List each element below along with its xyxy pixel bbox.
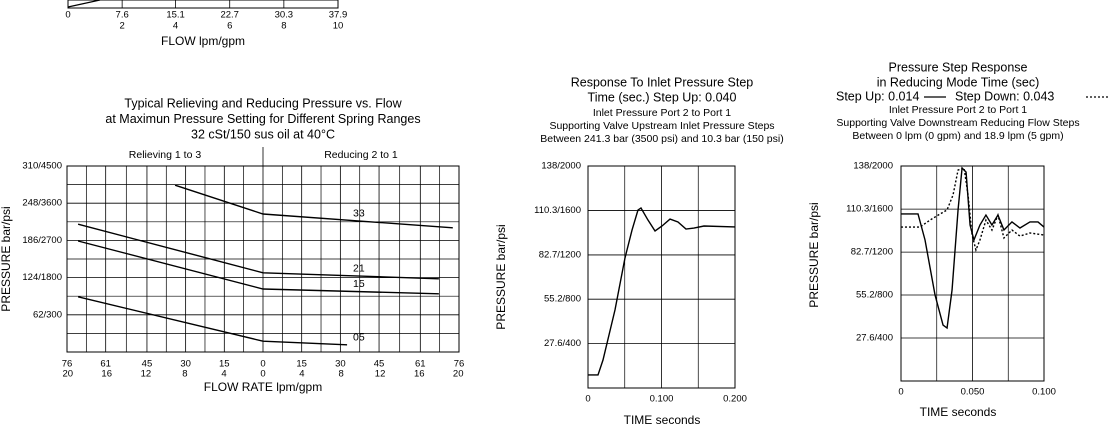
- x-tick-label: 0.200: [723, 394, 747, 405]
- chart-subtitle: Supporting Valve Upstream Inlet Pressure…: [549, 120, 774, 132]
- x-tick-label: 45: [374, 359, 385, 370]
- chart-title: at Maximun Pressure Setting for Differen…: [105, 112, 420, 126]
- data-line: [901, 167, 1045, 253]
- chart-title: Time (sec.) Step Up: 0.040: [588, 90, 737, 104]
- chart-title: Typical Relieving and Reducing Pressure …: [124, 96, 402, 110]
- x-tick-label-secondary: 8: [338, 369, 343, 380]
- legend-label: Step Down: 0.043: [955, 89, 1054, 103]
- y-tick-label: 82.7/1200: [851, 247, 893, 258]
- data-line: [77, 240, 439, 295]
- x-tick-label: 22.7: [220, 10, 239, 21]
- chart-subtitle: Inlet Pressure Port 2 to Port 1: [889, 104, 1027, 116]
- y-tick-label: 82.7/1200: [539, 249, 581, 260]
- x-tick-label-secondary: 12: [141, 369, 152, 380]
- x-tick-label: 30: [335, 359, 346, 370]
- y-tick-label: 138/2000: [541, 161, 581, 172]
- x-tick-label: 45: [142, 359, 153, 370]
- data-line: [901, 166, 1045, 330]
- chart-subtitle: Between 241.3 bar (3500 psi) and 10.3 ba…: [540, 133, 783, 145]
- x-tick-label-secondary: 16: [414, 369, 425, 380]
- x-tick-label-secondary: 6: [227, 21, 232, 32]
- chart-subtitle: Supporting Valve Downstream Reducing Flo…: [836, 117, 1079, 129]
- x-tick-label: 7.6: [116, 10, 129, 21]
- chart-title: Pressure Step Response: [889, 60, 1028, 74]
- x-tick-label: 0: [585, 394, 590, 405]
- chart-title: Response To Inlet Pressure Step: [571, 75, 754, 89]
- x-axis-label: FLOW lpm/gpm: [161, 34, 245, 48]
- region-label: Relieving 1 to 3: [129, 149, 202, 161]
- cut-off-curve: [67, 0, 101, 8]
- x-tick-label: 30: [180, 359, 191, 370]
- x-tick-label: 15: [219, 359, 230, 370]
- y-tick-label: 27.6/400: [856, 333, 893, 344]
- x-tick-label-secondary: 8: [182, 369, 187, 380]
- x-tick-label-secondary: 0: [260, 369, 265, 380]
- y-tick-label: 138/2000: [853, 161, 893, 172]
- x-axis-label: TIME seconds: [624, 413, 701, 427]
- y-axis-label: PRESSURE bar/psi: [807, 202, 821, 307]
- x-tick-label-secondary: 2: [119, 21, 124, 32]
- chart-subtitle: Inlet Pressure Port 2 to Port 1: [593, 107, 731, 119]
- series-label: 05: [353, 332, 365, 344]
- x-tick-label-secondary: 20: [453, 369, 464, 380]
- y-tick-label: 110.3/1600: [846, 204, 893, 215]
- y-tick-label: 62/300: [33, 309, 62, 320]
- y-tick-label: 310/4500: [22, 161, 62, 172]
- x-tick-label: 37.9: [329, 10, 348, 21]
- series-label: 15: [353, 278, 365, 290]
- y-axis-label: PRESSURE bar/psi: [0, 206, 13, 311]
- x-tick-label: 0.100: [650, 394, 674, 405]
- x-tick-label: 76: [454, 359, 465, 370]
- chart-subtitle: Between 0 lpm (0 gpm) and 18.9 lpm (5 gp…: [852, 130, 1063, 142]
- plot-frame: [66, 165, 460, 353]
- x-axis-label: TIME seconds: [920, 405, 997, 419]
- data-line: [588, 206, 736, 376]
- data-line: [77, 223, 439, 280]
- y-tick-label: 55.2/800: [544, 294, 581, 305]
- x-tick-label-secondary: 16: [101, 369, 112, 380]
- region-label: Reducing 2 to 1: [324, 149, 398, 161]
- series-label: 21: [353, 263, 365, 275]
- y-tick-label: 186/2700: [22, 235, 62, 246]
- x-tick-label: 0: [898, 387, 903, 398]
- legend-label: Step Up: 0.014: [836, 89, 919, 103]
- y-tick-label: 27.6/400: [544, 338, 581, 349]
- plot-frame: [587, 165, 736, 389]
- x-tick-label: 76: [62, 359, 73, 370]
- y-tick-label: 55.2/800: [856, 290, 893, 301]
- x-tick-label-secondary: 10: [333, 21, 344, 32]
- y-tick-label: 124/1800: [22, 272, 62, 283]
- data-line: [77, 296, 348, 346]
- x-tick-label: 0.100: [1032, 387, 1056, 398]
- x-tick-label-secondary: 4: [173, 21, 178, 32]
- series-label: 33: [353, 207, 365, 219]
- x-axis-label: FLOW RATE lpm/gpm: [204, 380, 322, 394]
- y-tick-label: 248/3600: [22, 198, 62, 209]
- chart-title: 32 cSt/150 sus oil at 40°C: [191, 127, 335, 141]
- x-tick-label: 0: [260, 359, 265, 370]
- x-tick-label: 61: [415, 359, 426, 370]
- x-tick-label: 0.050: [961, 387, 985, 398]
- data-line: [174, 184, 453, 229]
- y-axis-label: PRESSURE bar/psi: [494, 224, 508, 329]
- x-tick-label: 15.1: [166, 10, 185, 21]
- plot-frame: [900, 165, 1045, 382]
- x-tick-label: 15: [296, 359, 307, 370]
- plot-frame: [67, 0, 339, 9]
- x-tick-label: 0: [65, 10, 70, 21]
- chart-title: in Reducing Mode Time (sec): [877, 75, 1040, 89]
- x-tick-label: 61: [100, 359, 111, 370]
- x-tick-label-secondary: 8: [281, 21, 286, 32]
- x-tick-label: 30.3: [275, 10, 294, 21]
- x-tick-label-secondary: 4: [299, 369, 304, 380]
- x-tick-label-secondary: 4: [221, 369, 226, 380]
- x-tick-label-secondary: 20: [62, 369, 73, 380]
- x-tick-label-secondary: 12: [375, 369, 386, 380]
- y-tick-label: 110.3/1600: [534, 205, 581, 216]
